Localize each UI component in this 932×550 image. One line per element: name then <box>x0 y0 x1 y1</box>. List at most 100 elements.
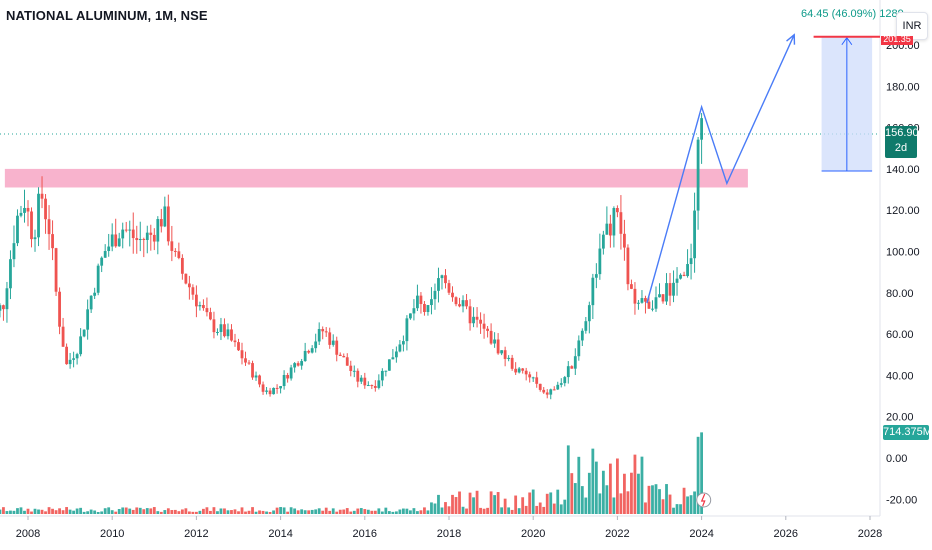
volume-bar <box>216 511 219 514</box>
volume-bar <box>230 510 233 514</box>
candle-body <box>528 374 532 378</box>
candle-body <box>577 340 581 357</box>
volume-bar <box>696 436 700 514</box>
candle-body <box>419 295 423 304</box>
candle-body <box>75 354 79 359</box>
candle-body <box>247 362 251 364</box>
candle-body <box>584 321 588 331</box>
candle-body <box>33 237 37 240</box>
volume-bar <box>321 510 325 514</box>
volume-bar <box>500 507 504 514</box>
candle-body <box>187 283 191 288</box>
candle-body <box>391 357 395 360</box>
x-tick-label: 2010 <box>100 528 124 540</box>
volume-bar <box>545 493 549 514</box>
candle-body <box>110 234 114 247</box>
volume-bar <box>54 510 58 514</box>
candle-body <box>103 251 107 258</box>
candle-body <box>145 232 149 240</box>
volume-badge: 714.375M <box>883 425 932 440</box>
volume-bar <box>9 510 12 514</box>
candle-body <box>503 350 507 359</box>
volume-bar <box>40 509 44 514</box>
volume-bar <box>510 509 514 514</box>
volume-bar <box>437 494 440 514</box>
currency-button[interactable]: INR <box>896 12 928 40</box>
candle-body <box>654 297 658 309</box>
candle-body <box>254 375 258 378</box>
candle-body <box>444 275 447 284</box>
candle-body <box>387 359 391 371</box>
volume-bar <box>682 487 686 514</box>
candle-body <box>412 308 416 314</box>
volume-bar <box>12 510 16 514</box>
candle-body <box>223 324 226 337</box>
volume-bar <box>100 511 104 514</box>
last-price-value: 156.90 <box>885 127 919 139</box>
volume-bar <box>223 508 226 514</box>
candle-body <box>398 344 402 352</box>
candle-body <box>605 223 609 235</box>
volume-bar <box>317 508 321 514</box>
volume-bar <box>5 511 9 514</box>
y-tick-label: -20.00 <box>886 494 917 506</box>
candle-body <box>630 284 633 289</box>
y-tick-label: 60.00 <box>886 329 914 341</box>
volume-bar <box>159 511 163 514</box>
candle-body <box>124 229 128 231</box>
volume-bar <box>377 508 381 514</box>
volume-bar <box>170 510 174 514</box>
volume-bar <box>275 507 279 514</box>
candle-body <box>184 273 188 284</box>
volume-bar <box>405 508 409 514</box>
x-tick-label: 2018 <box>437 528 461 540</box>
volume-bar <box>331 508 335 514</box>
volume-bar <box>324 507 328 514</box>
volume-bar <box>675 504 679 514</box>
volume-bar <box>454 497 458 514</box>
volume-bar <box>616 458 619 514</box>
volume-bar <box>342 509 346 514</box>
volume-bar <box>177 511 181 514</box>
volume-bar <box>82 511 86 514</box>
projection-arrow-head <box>786 33 796 45</box>
last-price-badge: 156.90 2d 17h <box>885 126 919 169</box>
volume-bar <box>637 473 640 514</box>
candle-body <box>286 374 290 379</box>
volume-bar <box>272 510 275 514</box>
volume-bar <box>198 510 202 514</box>
volume-bar <box>514 495 518 514</box>
candle-body <box>591 277 595 306</box>
candle-body <box>447 283 451 293</box>
volume-bar <box>142 509 146 514</box>
volume-bar <box>110 510 114 514</box>
candle-body <box>377 380 381 388</box>
candle-body <box>2 305 5 310</box>
volume-bar <box>86 511 90 514</box>
volume-bar <box>594 461 598 514</box>
volume-bar <box>254 511 258 514</box>
candle-body <box>542 389 546 393</box>
volume-bar <box>573 483 577 514</box>
candle-body <box>549 389 553 395</box>
volume-bar <box>166 508 170 514</box>
time-axis[interactable]: 2008 2010 2012 2014 2016 2018 2020 2022 2024 2026… <box>16 516 882 540</box>
candle-body <box>40 193 44 199</box>
candle-body <box>79 336 83 355</box>
volume-bar <box>233 509 237 514</box>
candle-body <box>107 246 111 252</box>
volume-bar <box>559 504 563 514</box>
candle-body <box>521 368 525 371</box>
candle-body <box>587 305 591 322</box>
volume-bar <box>51 508 54 514</box>
candle-body <box>149 232 153 235</box>
volume-bar <box>124 507 128 514</box>
candle-body <box>82 329 86 337</box>
candle-body <box>531 377 535 379</box>
candle-body <box>679 274 682 279</box>
candle-body <box>159 219 163 227</box>
candle-body <box>65 346 68 365</box>
volume-bar <box>517 508 521 514</box>
volume-bar <box>580 486 584 514</box>
